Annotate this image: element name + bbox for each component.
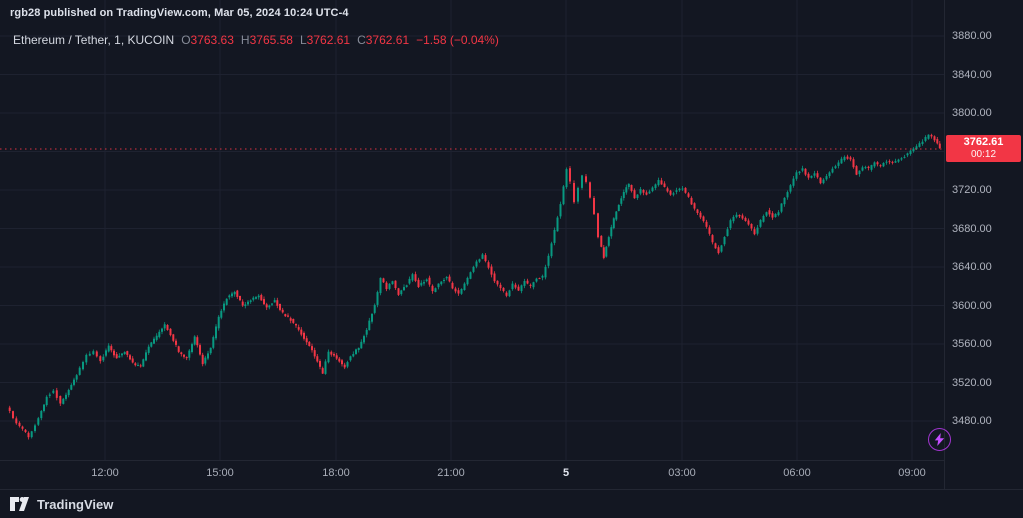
time-tick-label: 06:00 [783, 467, 811, 479]
price-tick-label: 3560.00 [952, 338, 992, 350]
ohlc-label: C [357, 33, 366, 47]
time-tick-label: 21:00 [437, 467, 465, 479]
ohlc-value: 3762.61 [306, 33, 351, 47]
time-tick-label: 18:00 [322, 467, 350, 479]
time-tick-label: 09:00 [898, 467, 926, 479]
ohlc-value: 3765.58 [249, 33, 293, 47]
ohlc-label: O [181, 33, 191, 47]
footer-bar: TradingView [0, 489, 1023, 518]
time-tick-label: 15:00 [206, 467, 234, 479]
change-value: −1.58 (−0.04%) [416, 33, 499, 47]
ohlc-label: L [299, 33, 307, 47]
lightning-bolt-glyph [934, 433, 945, 446]
price-tick-label: 3520.00 [952, 376, 992, 389]
ohlc-value: 3762.61 [365, 33, 410, 47]
lightning-icon[interactable] [928, 428, 951, 451]
last-price: 3762.61 [963, 135, 1004, 148]
time-tick-label: 5 [562, 467, 570, 479]
chart-legend: Ethereum / Tether, 1, KUCOIN O3763.63 H376… [13, 33, 499, 47]
time-tick-label: 03:00 [668, 467, 696, 479]
chart-svg[interactable] [0, 0, 945, 460]
time-axis[interactable]: 12:00 15:00 18:00 21:00 5 03:00 06:00 09:00 [0, 460, 945, 490]
price-tick-label: 3840.00 [952, 68, 992, 81]
price-tick-label: 3680.00 [952, 222, 992, 235]
price-tick-label: 3640.00 [952, 261, 992, 273]
brand-name[interactable]: TradingView [37, 496, 114, 512]
price-axis[interactable]: 3762.61 00:12 3880.003840.003800.003760.… [944, 0, 1023, 489]
ohlc-values: O3763.63 H3765.58 L3762.61 C3762.61 [174, 33, 409, 47]
ohlc-value: 3763.63 [190, 33, 234, 47]
price-tick-label: 3480.00 [952, 415, 992, 427]
last-price-badge: 3762.61 00:12 [946, 134, 1021, 162]
tradingview-logo[interactable] [10, 496, 29, 512]
price-tick-label: 3800.00 [952, 107, 992, 119]
ohlc-label: H [240, 33, 250, 47]
price-tick-label: 3720.00 [952, 184, 992, 196]
price-tick-label: 3600.00 [952, 299, 992, 312]
bar-countdown: 00:12 [970, 148, 997, 160]
tradingview-logo-glyph [10, 497, 29, 511]
attribution-text: rgb28 published on TradingView.com, Mar … [10, 7, 349, 19]
time-tick-label: 12:00 [91, 467, 119, 479]
symbol-title[interactable]: Ethereum / Tether, 1, KUCOIN [13, 33, 175, 47]
price-tick-label: 3880.00 [952, 30, 992, 42]
